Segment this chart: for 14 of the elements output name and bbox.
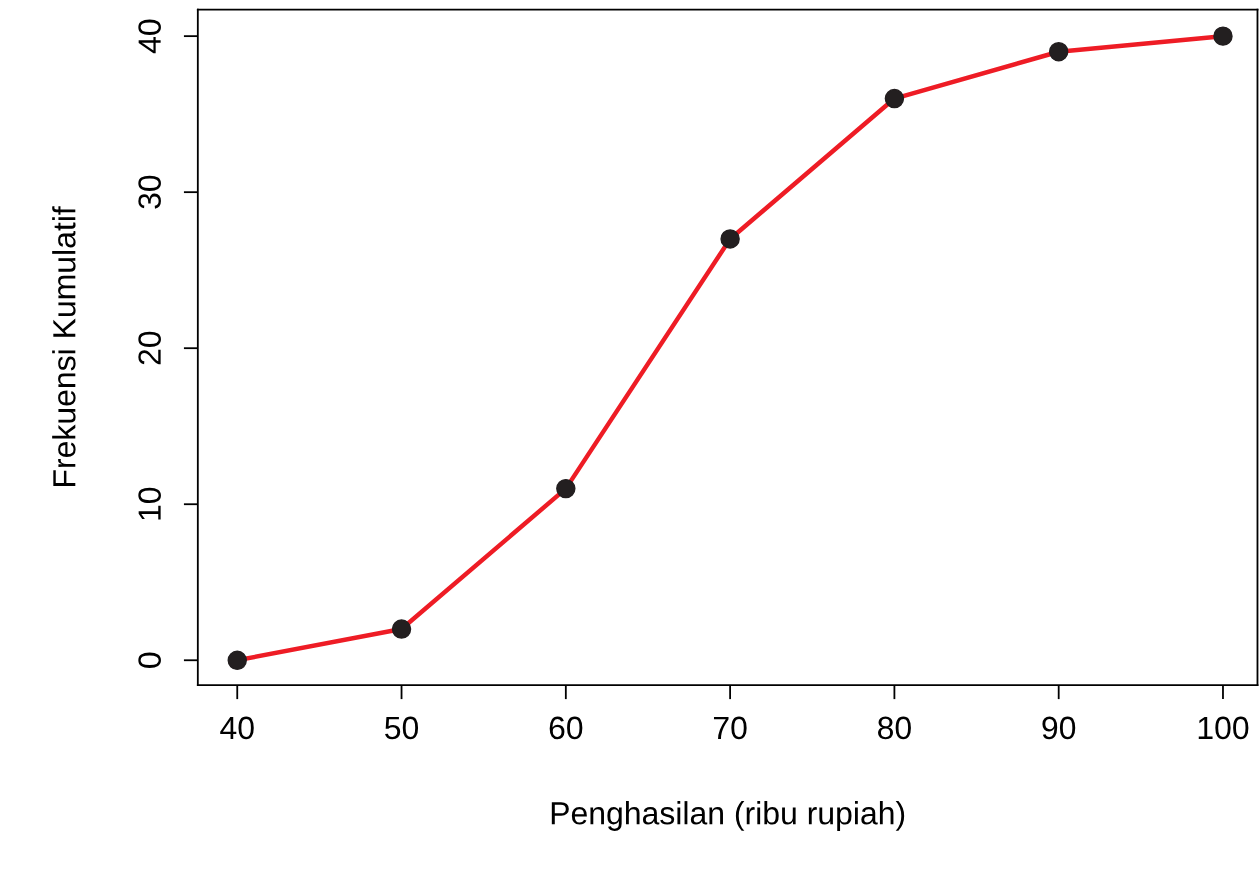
x-axis-title: Penghasilan (ribu rupiah)	[551, 801, 905, 831]
y-tick-label: 0	[138, 652, 161, 668]
y-tick-label: 30	[138, 175, 161, 209]
x-tick-label: 80	[878, 716, 911, 740]
y-tick-label: 20	[138, 331, 161, 365]
x-tick-label: 60	[549, 716, 583, 740]
y-axis-title: Frekuensi Kumulatif	[52, 206, 76, 486]
x-tick-label: 70	[713, 716, 747, 740]
x-tick-label: 50	[385, 716, 419, 740]
x-tick-label: 40	[220, 716, 254, 740]
y-tick-label: 10	[138, 487, 161, 520]
x-tick-label: 100	[1198, 716, 1249, 740]
y-tick-label: 40	[138, 19, 161, 54]
x-tick-label: 90	[1042, 716, 1076, 740]
